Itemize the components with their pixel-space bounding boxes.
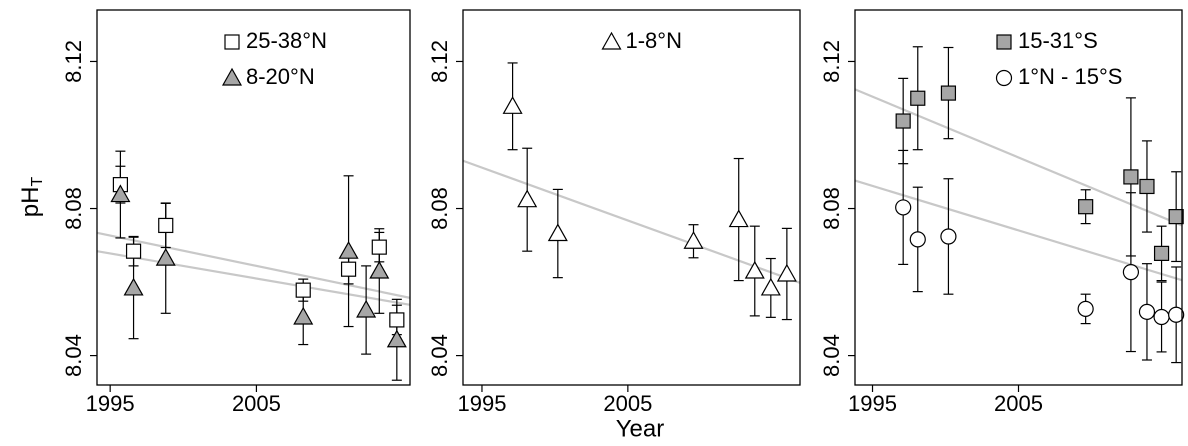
y-tick-label: 8.12 [427, 40, 452, 83]
legend-label: 15-31°S [1018, 28, 1098, 53]
marker [386, 329, 407, 348]
trend-line [854, 88, 1183, 227]
marker [295, 282, 311, 298]
marker [940, 85, 957, 101]
y-tick-label: 8.04 [427, 334, 452, 377]
marker [760, 277, 781, 296]
marker [1078, 199, 1094, 215]
trend-line [462, 159, 801, 284]
plot-frame [96, 9, 411, 386]
y-tick-label: 8.08 [427, 187, 452, 230]
legend-label: 1-8°N [626, 28, 682, 53]
y-tick-label: 8.04 [819, 334, 844, 377]
marker [1168, 306, 1185, 323]
marker [1153, 308, 1170, 326]
trend-line [854, 179, 1183, 282]
trend-line [96, 231, 411, 299]
marker [340, 261, 357, 277]
x-tick-label: 2005 [994, 391, 1043, 416]
marker [155, 247, 176, 266]
marker [1153, 245, 1170, 261]
marker [895, 199, 912, 216]
marker [517, 189, 538, 208]
marker [995, 69, 1013, 87]
marker [910, 90, 926, 106]
marker [895, 113, 911, 129]
marker [1138, 303, 1156, 320]
y-tick-label: 8.08 [819, 187, 844, 230]
marker [158, 217, 174, 234]
marker [601, 31, 622, 50]
x-axis-label: Year [616, 415, 665, 442]
y-tick-label: 8.04 [61, 334, 86, 377]
marker [125, 243, 142, 259]
marker [110, 184, 131, 203]
y-tick-label: 8.12 [819, 40, 844, 83]
plot-frame [854, 9, 1183, 386]
marker [123, 277, 144, 296]
legend-label: 25-38°N [246, 28, 327, 53]
marker [221, 67, 243, 86]
marker [371, 239, 387, 255]
y-axis-label-main: pH [17, 187, 44, 218]
marker [1139, 178, 1155, 195]
marker [1077, 300, 1094, 317]
x-tick-label: 1995 [457, 391, 506, 416]
marker [776, 263, 797, 282]
marker [224, 34, 240, 50]
marker [728, 209, 749, 228]
marker [502, 96, 523, 114]
marker [1122, 264, 1140, 281]
marker [1168, 209, 1184, 225]
trend-line [96, 250, 411, 306]
marker [909, 231, 926, 248]
marker [356, 299, 377, 318]
y-tick-label: 8.08 [61, 187, 86, 230]
marker [940, 228, 957, 245]
y-tick-label: 8.12 [61, 40, 86, 83]
legend-label: 8-20°N [246, 64, 315, 89]
marker [1123, 169, 1139, 185]
marker [338, 240, 359, 259]
marker [744, 260, 765, 279]
x-tick-label: 1995 [86, 391, 135, 416]
x-tick-label: 1995 [848, 391, 897, 416]
legend-label: 1°N - 15°S [1018, 64, 1122, 89]
marker [293, 306, 314, 325]
marker [369, 260, 390, 279]
y-axis-label-subscript: T [29, 177, 46, 187]
marker [389, 312, 405, 328]
plot-frame [462, 9, 801, 386]
marker [683, 231, 704, 249]
y-axis-label: pHT [17, 177, 46, 218]
x-tick-label: 2005 [603, 391, 652, 416]
x-tick-label: 2005 [232, 391, 281, 416]
marker [996, 34, 1012, 50]
marker [547, 223, 568, 242]
